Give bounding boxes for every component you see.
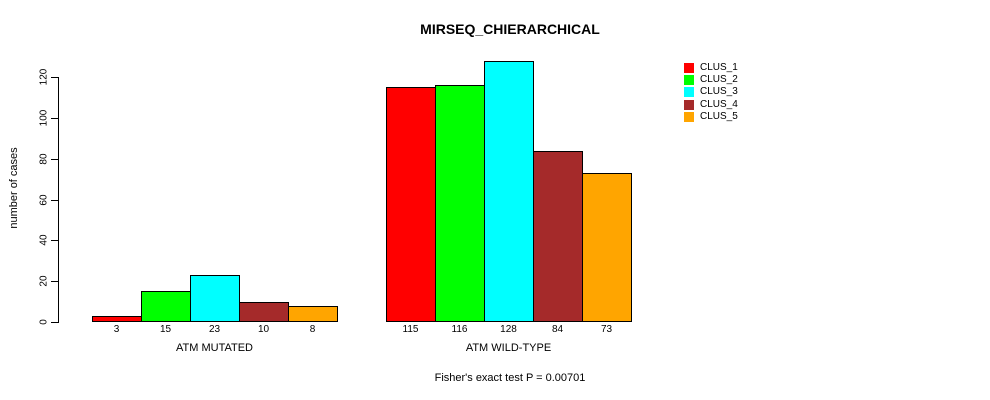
- legend-item-clus_4: CLUS_4: [684, 98, 794, 112]
- bar-clus_2-2: [435, 85, 485, 322]
- legend-swatch-clus_4: [684, 99, 694, 110]
- y-tick: [51, 158, 58, 160]
- legend-label: CLUS_3: [700, 86, 738, 98]
- y-axis-line: [58, 77, 59, 323]
- y-tick: [51, 77, 58, 79]
- bar-value-label: 23: [208, 324, 221, 335]
- bar-value-label: 115: [402, 324, 419, 335]
- y-tick-label: 20: [38, 275, 50, 287]
- legend-label: CLUS_4: [700, 98, 738, 110]
- legend-swatch-clus_3: [684, 87, 694, 98]
- y-tick: [51, 199, 58, 201]
- fisher-test-annotation: Fisher's exact test P = 0.00701: [434, 372, 586, 384]
- category-label-1: ATM MUTATED: [176, 342, 253, 354]
- bar-value-label: 116: [451, 324, 468, 335]
- bar-clus_4-2: [533, 150, 583, 322]
- legend-label: CLUS_5: [700, 110, 738, 122]
- y-tick-label: 120: [38, 68, 50, 86]
- legend-item-clus_2: CLUS_2: [684, 74, 794, 87]
- bar-value-label: 10: [257, 324, 270, 335]
- legend-label: CLUS_2: [700, 74, 738, 86]
- bar-clus_2-1: [141, 291, 191, 322]
- bar-clus_1-1: [92, 315, 142, 322]
- legend-item-clus_3: CLUS_3: [684, 86, 794, 99]
- y-tick-label: 40: [38, 234, 50, 246]
- bar-value-label: 8: [309, 324, 316, 335]
- bar-clus_5-1: [288, 305, 338, 322]
- bar-value-label: 3: [113, 324, 120, 335]
- bar-value-label: 128: [500, 324, 517, 335]
- bar-clus_5-2: [582, 173, 632, 322]
- category-label-2: ATM WILD-TYPE: [465, 342, 552, 354]
- bar-clus_3-1: [190, 275, 240, 322]
- y-tick: [51, 240, 58, 242]
- y-tick: [51, 118, 58, 119]
- y-tick: [51, 281, 58, 283]
- bar-clus_1-2: [386, 87, 436, 322]
- legend-item-clus_1: CLUS_1: [684, 62, 794, 75]
- bar-value-label: 84: [551, 324, 564, 335]
- legend-swatch-clus_5: [684, 111, 694, 122]
- legend-swatch-clus_1: [684, 63, 694, 73]
- bar-clus_4-1: [239, 301, 289, 322]
- y-tick-label: 60: [38, 194, 50, 206]
- y-tick-label: 80: [38, 153, 50, 165]
- bar-value-label: 73: [600, 324, 613, 335]
- y-tick: [51, 322, 58, 323]
- bar-clus_3-2: [484, 60, 534, 322]
- legend-swatch-clus_2: [684, 75, 694, 86]
- y-tick-label: 0: [38, 319, 50, 325]
- bar-value-label: 15: [159, 324, 172, 335]
- y-tick-label: 100: [38, 109, 50, 127]
- chart-title: MIRSEQ_CHIERARCHICAL: [420, 21, 600, 37]
- legend: CLUS_1 CLUS_2 CLUS_3 CLUS_4 CLUS_5: [684, 62, 794, 133]
- legend-item-clus_5: CLUS_5: [684, 110, 794, 124]
- legend-label: CLUS_1: [700, 62, 738, 73]
